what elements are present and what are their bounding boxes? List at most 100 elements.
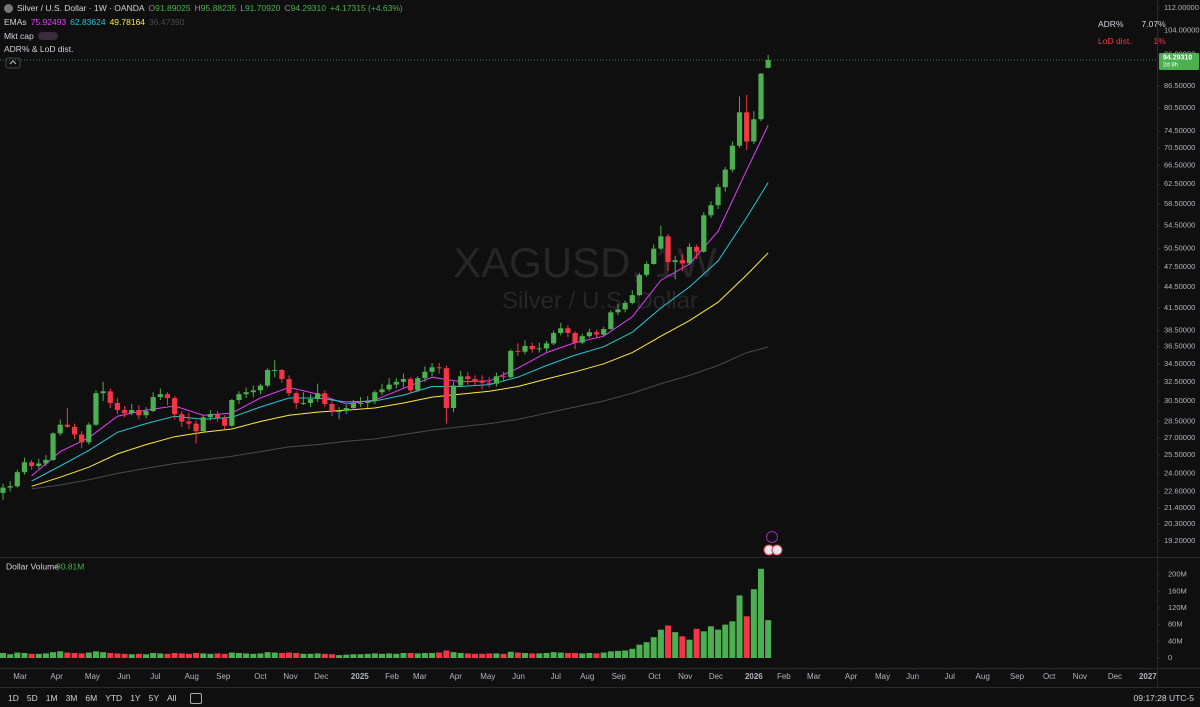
range-button[interactable]: 1M [45, 693, 58, 703]
candle-body [722, 169, 728, 188]
candle-body [658, 236, 664, 249]
candle-body [143, 411, 149, 416]
y-tick-label: 28.50000 [1164, 416, 1195, 425]
toolbar: 1D 5D 1M 3M 6M YTD 1Y 5Y All 09:17:28 UTC-5 [0, 687, 1200, 707]
volume-bar [178, 653, 185, 658]
candle-body [407, 379, 414, 391]
candle-body [551, 332, 557, 344]
candle-body [365, 401, 371, 403]
volume-bar [393, 653, 400, 658]
volume-bar [314, 653, 321, 658]
ema-line [31, 182, 769, 482]
range-button[interactable]: 3M [65, 693, 78, 703]
event-icon[interactable] [766, 531, 778, 543]
x-tick-label: Nov [283, 672, 297, 681]
y-tick-label: 0 [1168, 653, 1172, 662]
candle-body [214, 414, 221, 419]
x-tick-label: Jun [906, 672, 919, 681]
volume-bar [436, 652, 443, 658]
candle-body [386, 384, 392, 390]
y-tick-label: 32.50000 [1164, 377, 1195, 386]
volume-bar [121, 653, 128, 658]
candle-body [179, 414, 185, 422]
candle-body [465, 376, 471, 380]
watermark-symbol: XAGUSD, 1W [453, 239, 717, 286]
range-button[interactable]: YTD [105, 693, 123, 703]
candle-body [264, 369, 271, 386]
adr-table: ADR% 7.07% LoD dist. 1% [1098, 19, 1166, 46]
range-button[interactable]: 1D [8, 693, 19, 703]
candle-body [279, 369, 285, 380]
symbol-name: Silver / U.S. Dollar · 1W · OANDA [17, 3, 145, 13]
candle-body [622, 302, 628, 310]
date-range-button[interactable] [190, 692, 203, 704]
x-tick-label: 2026 [745, 672, 763, 681]
candle-body [114, 402, 121, 411]
volume-bar [107, 652, 114, 658]
y-tick-label: 112.00000 [1164, 3, 1199, 12]
candle-body [379, 389, 385, 393]
watermark-name: Silver / U.S. Dollar [502, 287, 698, 314]
x-tick-label: Apr [50, 672, 63, 681]
y-tick-label: 36.50000 [1164, 342, 1195, 351]
volume-bar [92, 651, 99, 658]
candle-body [665, 236, 671, 263]
candle-body [272, 369, 278, 371]
volume-bar [150, 652, 157, 658]
ema-value: 75.92493 [30, 17, 67, 27]
indicator-toggle[interactable] [37, 32, 58, 40]
volume-bar [614, 650, 621, 658]
y-tick-label: 34.50000 [1164, 359, 1195, 368]
volume-bar [171, 652, 178, 658]
candle-body [458, 376, 464, 386]
candle-body [64, 424, 70, 427]
volume-bar [378, 653, 385, 658]
candle-body [350, 402, 356, 409]
candle-body [57, 424, 63, 434]
candle-body [300, 402, 306, 404]
ema-value: 62.83624 [70, 17, 106, 27]
x-tick-label: 2025 [351, 672, 369, 681]
volume-legend: Dollar Volume 90.81M [6, 561, 84, 571]
candle-body [615, 309, 621, 313]
candle-body [651, 248, 657, 264]
x-tick-label: May [85, 672, 100, 681]
candle-body [357, 402, 364, 404]
volume-bar [114, 653, 121, 658]
range-button[interactable]: 5D [26, 693, 38, 703]
candle-body [329, 403, 335, 412]
range-button[interactable]: 5Y [148, 693, 159, 703]
y-tick-label: 70.50000 [1164, 143, 1195, 152]
candle-body [121, 410, 128, 414]
volume-bar [28, 653, 35, 658]
collapse-button[interactable] [5, 57, 21, 69]
symbol-legend: Silver / U.S. Dollar · 1W · OANDA O91.89… [4, 3, 403, 13]
event-icon[interactable] [771, 544, 783, 556]
range-button[interactable]: 1Y [130, 693, 141, 703]
y-tick-label: 22.60000 [1164, 487, 1195, 496]
volume-bar [250, 653, 257, 658]
y-tick-label: 30.50000 [1164, 396, 1195, 405]
volume-bar [235, 652, 242, 658]
y-tick-label: 41.50000 [1164, 303, 1195, 312]
range-button[interactable]: 6M [85, 693, 98, 703]
x-tick-label: Dec [709, 672, 723, 681]
candle-body [336, 411, 342, 413]
candle-body [715, 187, 721, 206]
volume-bar [207, 653, 214, 658]
volume-bar [665, 625, 672, 658]
y-tick-label: 38.50000 [1164, 326, 1195, 335]
range-button[interactable]: All [167, 693, 177, 703]
volume-bar [550, 652, 557, 658]
x-tick-label: 2027 [1139, 672, 1157, 681]
volume-bar [500, 653, 507, 658]
price-tag-label: 94.29310 [1163, 54, 1192, 61]
volume-bar [622, 650, 629, 658]
candle-body [315, 393, 321, 400]
candle-body [229, 400, 235, 426]
y-tick-label: 66.50000 [1164, 160, 1195, 169]
ema-legend: EMAs 75.92493 62.83624 49.78164 36.47390 [4, 17, 184, 27]
candle-body [207, 414, 213, 418]
volume-bar [707, 626, 714, 658]
